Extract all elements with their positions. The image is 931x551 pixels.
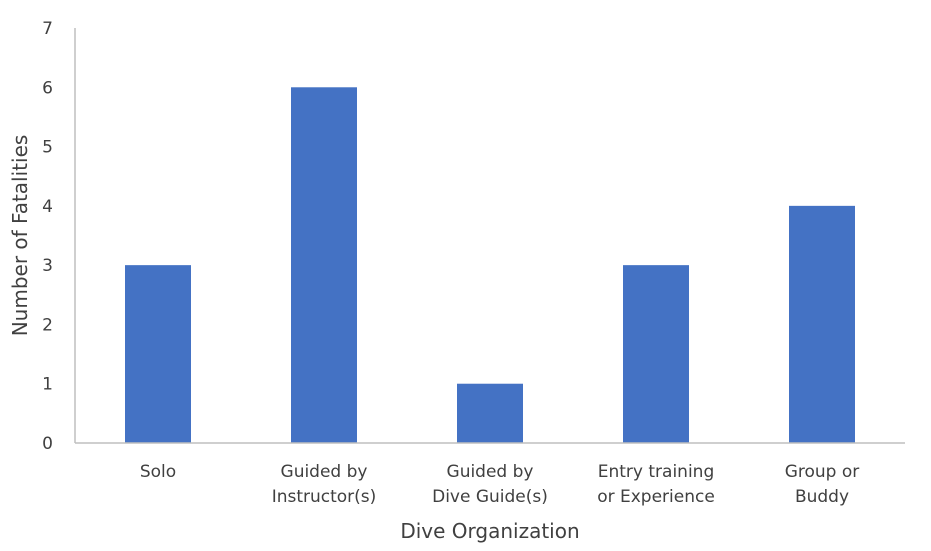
x-category-label: Entry training or Experience <box>597 462 715 507</box>
y-tick-label: 0 <box>42 434 53 454</box>
x-category-label: Group or Buddy <box>785 462 860 507</box>
bar <box>789 205 855 443</box>
y-tick-label: 7 <box>42 19 53 39</box>
x-category-label: Solo <box>140 462 176 482</box>
bar <box>291 87 357 444</box>
x-axis-category-labels: Solo Guided by Instructor(s) Guided by Dive … <box>140 462 859 507</box>
y-axis-ticks: 0 1 2 3 4 5 6 7 <box>42 19 53 454</box>
y-tick-label: 6 <box>42 78 53 98</box>
x-axis-title: Dive Organization <box>400 519 579 543</box>
bar <box>457 383 523 443</box>
y-axis-title: Number of Fatalities <box>8 135 32 337</box>
bars <box>125 87 855 444</box>
y-tick-label: 1 <box>42 375 53 395</box>
y-tick-label: 2 <box>42 315 53 335</box>
x-category-label: Guided by Instructor(s) <box>272 462 377 507</box>
bar <box>623 265 689 443</box>
y-tick-label: 5 <box>42 138 53 158</box>
y-tick-label: 3 <box>42 256 53 276</box>
bar <box>125 265 191 443</box>
x-category-label: Guided by Dive Guide(s) <box>432 462 548 507</box>
y-tick-label: 4 <box>42 197 53 217</box>
